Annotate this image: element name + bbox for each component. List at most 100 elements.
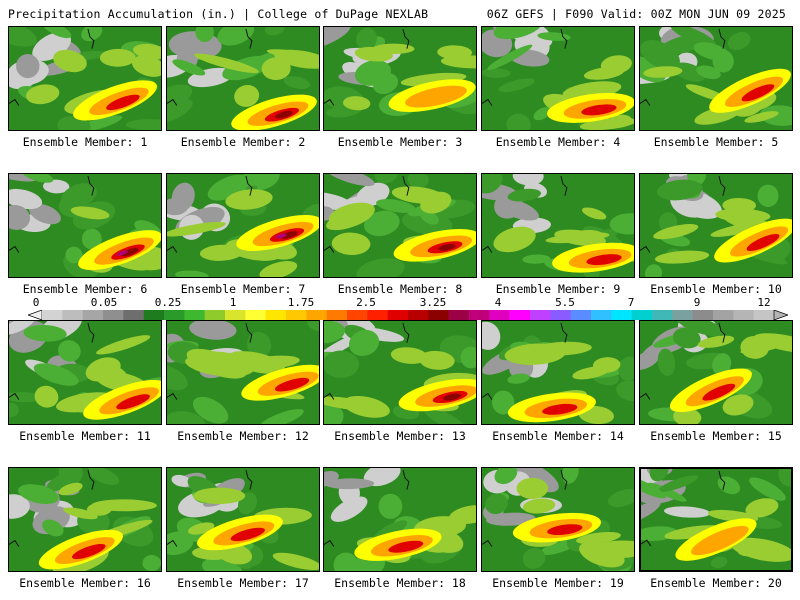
colorbar-segment [652, 310, 673, 320]
precipitation-field [324, 27, 476, 118]
colorbar-segment [408, 310, 429, 320]
ensemble-member-label: Ensemble Member: 14 [492, 429, 624, 443]
ensemble-map-panel[interactable] [166, 320, 320, 425]
colorbar-segment [489, 310, 510, 320]
ensemble-map-panel[interactable] [481, 320, 635, 425]
ensemble-map-panel[interactable] [481, 26, 635, 131]
colorbar-segment [164, 310, 185, 320]
colorbar-segment [509, 310, 531, 320]
ensemble-member-label: Ensemble Member: 3 [337, 135, 463, 149]
colorbar-segment [428, 310, 449, 320]
ensemble-member-label: Ensemble Member: 4 [495, 135, 621, 149]
ensemble-member-label: Ensemble Member: 19 [492, 576, 624, 590]
ensemble-member-label: Ensemble Member: 10 [650, 282, 782, 296]
ensemble-member-label: Ensemble Member: 7 [180, 282, 306, 296]
ensemble-map-panel[interactable] [166, 26, 320, 131]
colorbar-segment [62, 310, 83, 320]
precipitation-field [482, 468, 634, 571]
ensemble-member-label: Ensemble Member: 11 [19, 429, 151, 443]
colorbar-segment [123, 310, 144, 320]
precipitation-field [640, 174, 792, 277]
ensemble-member-label: Ensemble Member: 13 [334, 429, 466, 443]
colorbar-tick-label: 0.25 [154, 296, 182, 309]
ensemble-map-panel[interactable] [8, 320, 162, 425]
ensemble-map-panel[interactable] [166, 467, 320, 572]
ensemble-map-panel[interactable] [323, 26, 477, 131]
colorbar-segment [530, 310, 551, 320]
colorbar-segment [326, 310, 348, 320]
colorbar-tick-label: 2.5 [356, 296, 376, 309]
ensemble-map-panel[interactable] [639, 467, 793, 572]
precipitation-field [640, 321, 792, 424]
precipitation-field [324, 321, 476, 424]
ensemble-map-panel[interactable] [166, 173, 320, 278]
ensemble-map-panel[interactable] [8, 26, 162, 131]
precipitation-field [167, 27, 319, 130]
precipitation-field [482, 174, 634, 277]
precipitation-field [9, 468, 161, 571]
colorbar-segment [672, 310, 693, 320]
colorbar-segment [82, 310, 104, 320]
colorbar-segment [265, 310, 287, 320]
ensemble-map-panel[interactable] [8, 173, 162, 278]
colorbar-segment [286, 310, 307, 320]
colorbar-segment [245, 310, 266, 320]
precipitation-field [167, 321, 319, 424]
colorbar-segment [387, 310, 409, 320]
precipitation-field [9, 321, 161, 420]
ensemble-member-label: Ensemble Member: 16 [19, 576, 151, 590]
ensemble-member-label: Ensemble Member: 6 [22, 282, 148, 296]
colorbar-segment [306, 310, 327, 320]
colorbar-segment [733, 310, 754, 320]
colorbar-tick-label: 7 [627, 296, 635, 309]
ensemble-map-panel[interactable] [323, 320, 477, 425]
ensemble-map-panel[interactable] [323, 467, 477, 572]
colorbar-tick-label: 0 [32, 296, 40, 309]
colorbar-segment [448, 310, 470, 320]
precipitation-colorbar [28, 310, 788, 320]
ensemble-member-label: Ensemble Member: 2 [180, 135, 306, 149]
model-run-info: 06Z GEFS | F090 Valid: 00Z MON JUN 09 20… [486, 7, 786, 21]
precipitation-field [9, 174, 161, 277]
colorbar-tick-label: 12 [757, 296, 771, 309]
map-title: Precipitation Accumulation (in.) | Colle… [8, 7, 429, 21]
colorbar-segment [225, 310, 246, 320]
ensemble-member-label: Ensemble Member: 1 [22, 135, 148, 149]
ensemble-map-panel[interactable] [639, 26, 793, 131]
ensemble-map-panel[interactable] [323, 173, 477, 278]
colorbar-segment [713, 310, 734, 320]
precipitation-field [482, 27, 634, 130]
precipitation-field [324, 174, 476, 277]
precipitation-field [640, 27, 792, 126]
colorbar-segment [143, 310, 165, 320]
colorbar-segment [550, 310, 571, 320]
ensemble-member-label: Ensemble Member: 5 [653, 135, 779, 149]
colorbar-tick-label: 5.5 [555, 296, 575, 309]
precipitation-field [482, 321, 634, 424]
colorbar-segment [42, 310, 63, 320]
colorbar-segment [611, 310, 632, 320]
ensemble-member-label: Ensemble Member: 15 [650, 429, 782, 443]
ensemble-map-panel[interactable] [8, 467, 162, 572]
ensemble-member-label: Ensemble Member: 9 [495, 282, 621, 296]
colorbar-segment [347, 310, 368, 320]
ensemble-map-panel[interactable] [481, 467, 635, 572]
colorbar-segment [631, 310, 653, 320]
ensemble-member-label: Ensemble Member: 18 [334, 576, 466, 590]
colorbar-tick-label: 3.25 [419, 296, 447, 309]
colorbar-segment [591, 310, 612, 320]
colorbar-tick-label: 1.75 [287, 296, 315, 309]
colorbar-tick-label: 9 [693, 296, 701, 309]
colorbar-tick-label: 4 [494, 296, 502, 309]
ensemble-member-label: Ensemble Member: 8 [337, 282, 463, 296]
ensemble-map-panel[interactable] [481, 173, 635, 278]
ensemble-map-panel[interactable] [639, 320, 793, 425]
colorbar-segment [692, 310, 714, 320]
colorbar-segment [204, 310, 226, 320]
ensemble-map-panel[interactable] [639, 173, 793, 278]
ensemble-member-label: Ensemble Member: 12 [177, 429, 309, 443]
colorbar-segment [469, 310, 490, 320]
precipitation-field [9, 27, 161, 130]
colorbar-segment [103, 310, 124, 320]
colorbar-min-arrow [28, 310, 43, 320]
